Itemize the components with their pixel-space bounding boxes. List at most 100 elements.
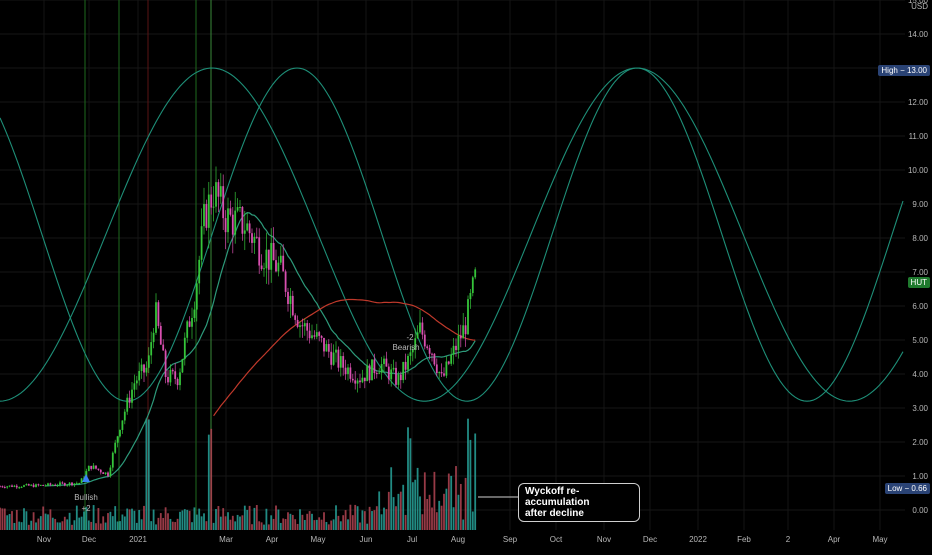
candle-up: [92, 465, 95, 469]
volume-bar: [119, 521, 121, 530]
volume-bar: [383, 507, 385, 530]
bullish-marker-value: +2: [81, 504, 91, 513]
candle-down: [102, 472, 105, 474]
candle-up: [335, 349, 337, 353]
volume-bar: [462, 519, 465, 530]
candle-down: [327, 344, 330, 352]
volume-bar: [99, 523, 102, 530]
candle-up: [474, 269, 477, 278]
volume-bar: [443, 493, 445, 530]
candle-down: [464, 325, 467, 335]
bullish-arrow-icon: [82, 474, 90, 482]
candle-up: [207, 194, 210, 228]
volume-bar: [359, 522, 361, 530]
sine-cycle-b: [0, 67, 904, 402]
time-tick-label: Feb: [737, 535, 751, 544]
candle-up: [215, 182, 217, 207]
candle-up: [73, 483, 76, 486]
candle-up: [467, 299, 469, 335]
time-tick-label: Aug: [451, 535, 465, 544]
candle-up: [246, 223, 249, 231]
candle-up: [186, 321, 189, 338]
volume-bar: [171, 521, 174, 530]
price-tick-label: 1.00: [912, 472, 928, 481]
candle-down: [368, 365, 371, 381]
candle-up: [462, 325, 465, 339]
volume-bar: [387, 491, 390, 530]
volume-bar: [402, 484, 405, 530]
volume-bar: [431, 507, 433, 530]
volume-bar: [138, 509, 141, 530]
volume-bar: [464, 477, 467, 530]
candle-down: [164, 350, 167, 378]
volume-bar: [414, 479, 417, 530]
candle-up: [366, 365, 369, 382]
candle-down: [205, 204, 208, 228]
volume-bar: [164, 507, 167, 530]
ma-long: [213, 298, 476, 417]
volume-bar: [407, 427, 409, 530]
volume-bar: [361, 510, 364, 530]
volume-bar: [327, 524, 330, 530]
price-tick-label: 0.00: [912, 506, 928, 515]
candle-up: [419, 322, 421, 333]
volume-bar: [174, 522, 177, 530]
volume-bar: [191, 522, 193, 530]
candle-down: [459, 335, 462, 339]
volume-bar: [452, 507, 455, 530]
volume-bar: [265, 508, 268, 530]
volume-bar: [455, 466, 457, 530]
volume-bar: [385, 509, 388, 530]
candle-down: [11, 485, 13, 487]
volume-bar: [147, 419, 150, 530]
volume-bar: [313, 520, 316, 530]
price-tick-label: 3.00: [912, 404, 928, 413]
annotation-line2: after decline: [525, 508, 584, 519]
volume-bar: [474, 433, 477, 530]
volume-bar: [63, 516, 66, 530]
volume-bar: [253, 507, 256, 530]
candle-up: [47, 483, 49, 486]
price-tick-label: 4.00: [912, 370, 928, 379]
candle-down: [54, 484, 57, 486]
volume-bar: [11, 511, 13, 530]
candle-up: [253, 236, 256, 243]
time-tick-label: Mar: [219, 535, 233, 544]
volume-bar: [325, 521, 328, 530]
candle-down: [251, 233, 253, 243]
candle-up: [104, 472, 107, 474]
candle-down: [320, 335, 323, 338]
volume-bar: [306, 513, 309, 530]
candle-down: [421, 322, 424, 335]
volume-bar: [195, 514, 198, 530]
price-tick-label: 11.00: [909, 132, 929, 141]
wyckoff-annotation[interactable]: Wyckoff re-accumulation after decline: [518, 483, 640, 522]
volume-bar: [159, 513, 162, 530]
candle-up: [179, 372, 181, 386]
volume-bar: [320, 519, 323, 530]
candle-down: [222, 186, 225, 219]
candle-down: [443, 373, 445, 376]
volume-bar: [416, 467, 419, 530]
candle-down: [318, 332, 321, 336]
volume-bar: [399, 491, 402, 530]
volume-bar: [1, 508, 4, 530]
candle-up: [51, 484, 54, 486]
time-tick-label: May: [872, 535, 887, 544]
volume-bar: [116, 521, 119, 530]
volume-bar: [421, 514, 424, 530]
candle-up: [80, 478, 83, 483]
candle-up: [25, 484, 28, 486]
candle-up: [87, 465, 90, 472]
volume-bar: [35, 522, 37, 530]
candle-down: [107, 472, 109, 477]
time-tick-label: Oct: [550, 535, 563, 544]
volume-bar: [198, 508, 201, 530]
candle-up: [66, 484, 69, 486]
sine-cycles: [0, 67, 904, 402]
price-tick-label: 14.00: [908, 30, 929, 39]
candle-up: [138, 371, 141, 381]
volume-bars: [0, 418, 477, 530]
volume-bar: [152, 509, 155, 530]
